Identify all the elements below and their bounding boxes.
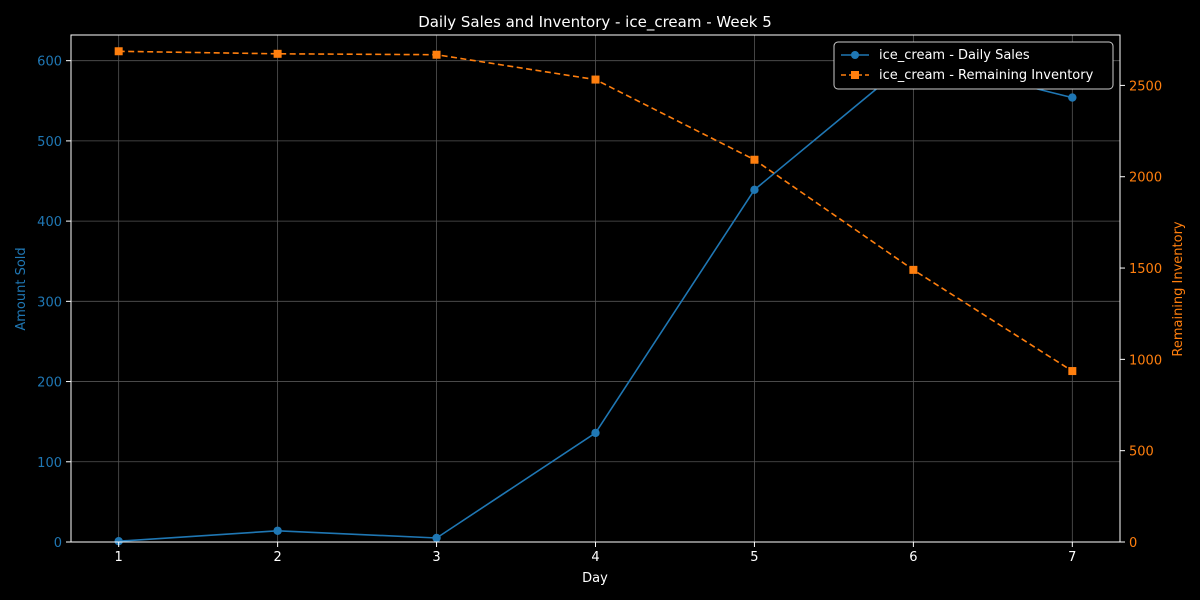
y-axis-right-label: Remaining Inventory [1171, 221, 1186, 357]
chart-title: Daily Sales and Inventory - ice_cream - … [418, 13, 772, 32]
y-left-tick-label: 200 [37, 376, 62, 391]
y-left-tick-label: 0 [54, 536, 62, 551]
x-tick-label: 1 [115, 550, 123, 565]
x-tick-label: 2 [273, 550, 281, 565]
y-left-tick-label: 100 [37, 456, 62, 471]
x-tick-label: 4 [591, 550, 599, 565]
legend-label-remaining-inventory: ice_cream - Remaining Inventory [879, 68, 1094, 83]
x-tick-label: 7 [1068, 550, 1076, 565]
data-point-remaining-inventory [591, 75, 600, 84]
y-right-tick-label: 500 [1129, 445, 1154, 460]
data-point-remaining-inventory [750, 155, 759, 164]
y-right-tick-label: 0 [1129, 536, 1137, 551]
y-right-tick-label: 1500 [1129, 262, 1162, 277]
y-left-tick-label: 500 [37, 135, 62, 150]
data-point-remaining-inventory [114, 47, 123, 56]
y-left-tick-label: 400 [37, 215, 62, 230]
data-point-daily-sales [273, 526, 282, 535]
x-tick-label: 3 [432, 550, 440, 565]
y-right-tick-label: 1000 [1129, 353, 1162, 368]
y-right-tick-label: 2000 [1129, 171, 1162, 186]
x-tick-label: 5 [750, 550, 758, 565]
data-point-daily-sales [432, 533, 441, 543]
data-point-daily-sales [591, 428, 600, 438]
y-right-tick-label: 2500 [1129, 79, 1162, 94]
legend-box [833, 41, 1114, 90]
y-axis-left-label: Amount Sold [14, 247, 29, 330]
legend-label-daily-sales: ice_cream - Daily Sales [879, 48, 1030, 63]
y-left-tick-label: 300 [37, 295, 62, 310]
x-tick-label: 6 [909, 550, 917, 565]
data-point-remaining-inventory [1068, 367, 1077, 376]
axes: 1 2 3 4 5 6 7 0 100 200 300 400 500 600 0 500 1000 1500 20… [37, 55, 1162, 565]
legend-marker-remaining-inventory [851, 71, 859, 79]
data-point-remaining-inventory [432, 50, 441, 59]
data-point-remaining-inventory [273, 49, 282, 58]
legend-marker-daily-sales [851, 51, 859, 59]
data-point-daily-sales [750, 185, 759, 195]
y-left-tick-label: 600 [37, 55, 62, 70]
data-point-remaining-inventory [909, 265, 918, 274]
data-point-daily-sales [1068, 93, 1077, 102]
x-axis-label: Day [582, 571, 608, 586]
data-point-daily-sales [114, 536, 123, 546]
legend: ice_cream - Daily Sales ice_cream - Rema… [833, 41, 1114, 90]
